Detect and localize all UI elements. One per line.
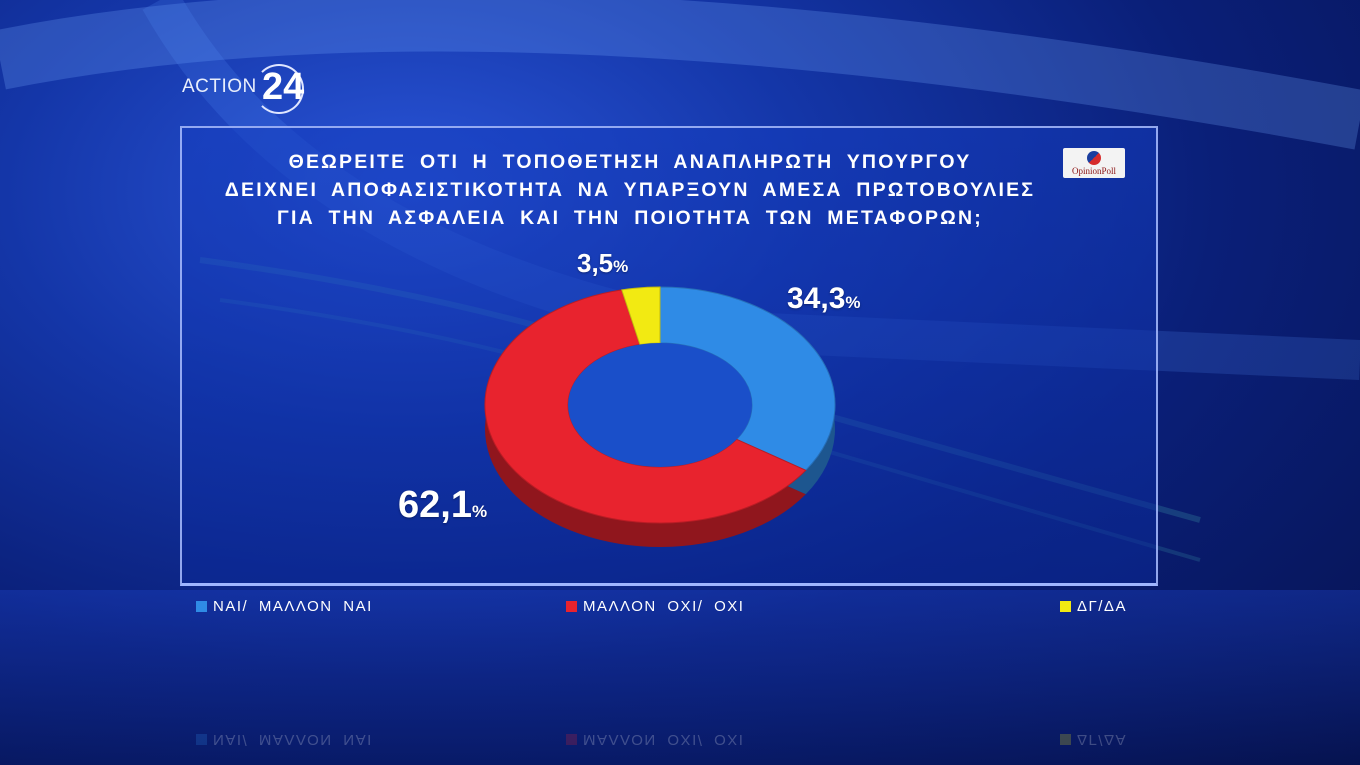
floor-reflection-area — [0, 590, 1360, 765]
legend-label-no: ΜΑΛΛΟΝ ΟΧΙ/ ΟΧΙ — [583, 598, 745, 615]
value-label-dk-number: 3,5 — [577, 248, 614, 278]
reflection-swatch-dk — [1060, 734, 1071, 745]
action24-logo: ACTION 24 — [182, 64, 322, 116]
legend-item-yes: ΝΑΙ/ ΜΑΛΛΟΝ ΝΑΙ — [196, 598, 373, 615]
reflection-item-yes: ΝΑΙ/ ΜΑΛΛΟΝ ΝΑΙ — [196, 731, 373, 748]
legend-item-dk: ΔΓ/ΔΑ — [1060, 598, 1127, 615]
reflection-item-no: ΜΑΛΛΟΝ ΟΧΙ/ ΟΧΙ — [566, 731, 744, 748]
value-label-yes-unit: % — [845, 293, 861, 312]
question-line-2: ΔΕΙΧΝΕΙ ΑΠΟΦΑΣΙΣΤΙΚΟΤΗΤΑ ΝΑ ΥΠΑΡΞΟΥΝ ΑΜΕ… — [224, 179, 1036, 201]
legend-swatch-yes — [196, 601, 207, 612]
value-label-dk: 3,5% — [577, 248, 628, 279]
opinionpoll-label: OpinionPoll — [1071, 166, 1116, 176]
logo-ring — [254, 64, 304, 114]
reflection-swatch-no — [566, 734, 577, 745]
legend-label-yes: ΝΑΙ/ ΜΑΛΛΟΝ ΝΑΙ — [213, 598, 373, 615]
value-label-no: 62,1% — [398, 484, 487, 527]
value-label-no-number: 62,1 — [398, 484, 472, 526]
logo-number: 24 — [262, 66, 305, 108]
legend-reflection: ΝΑΙ/ ΜΑΛΛΟΝ ΝΑΙ ΜΑΛΛΟΝ ΟΧΙ/ ΟΧΙ ΔΓ/ΔΑ — [180, 724, 1158, 748]
reflection-label-no: ΜΑΛΛΟΝ ΟΧΙ/ ΟΧΙ — [583, 731, 745, 748]
question-line-3: ΓΙΑ ΤΗΝ ΑΣΦΑΛΕΙΑ ΚΑΙ ΤΗΝ ΠΟΙΟΤΗΤΑ ΤΩΝ ΜΕ… — [277, 207, 983, 229]
question-line-1: ΘΕΩΡΕΙΤΕ ΟΤΙ Η ΤΟΠΟΘΕΤΗΣΗ ΑΝΑΠΛΗΡΩΤΗ ΥΠΟ… — [288, 151, 972, 173]
reflection-label-dk: ΔΓ/ΔΑ — [1077, 731, 1127, 748]
reflection-label-yes: ΝΑΙ/ ΜΑΛΛΟΝ ΝΑΙ — [213, 731, 373, 748]
logo-word: ACTION — [182, 76, 257, 97]
legend-swatch-no — [566, 601, 577, 612]
value-label-yes: 34,3% — [787, 282, 861, 316]
legend-swatch-dk — [1060, 601, 1071, 612]
legend-item-no: ΜΑΛΛΟΝ ΟΧΙ/ ΟΧΙ — [566, 598, 744, 615]
value-label-yes-number: 34,3 — [787, 282, 846, 315]
question-title: ΘΕΩΡΕΙΤΕ ΟΤΙ Η ΤΟΠΟΘΕΤΗΣΗ ΑΝΑΠΛΗΡΩΤΗ ΥΠΟ… — [200, 148, 1060, 232]
donut-hole — [568, 343, 752, 467]
reflection-item-dk: ΔΓ/ΔΑ — [1060, 731, 1127, 748]
value-label-dk-unit: % — [613, 257, 629, 276]
slice-yes — [659, 286, 836, 471]
legend-label-dk: ΔΓ/ΔΑ — [1077, 598, 1127, 615]
value-label-no-unit: % — [471, 502, 488, 521]
opinionpoll-logo-icon — [1087, 151, 1101, 165]
reflection-swatch-yes — [196, 734, 207, 745]
opinionpoll-badge: OpinionPoll — [1063, 148, 1125, 178]
